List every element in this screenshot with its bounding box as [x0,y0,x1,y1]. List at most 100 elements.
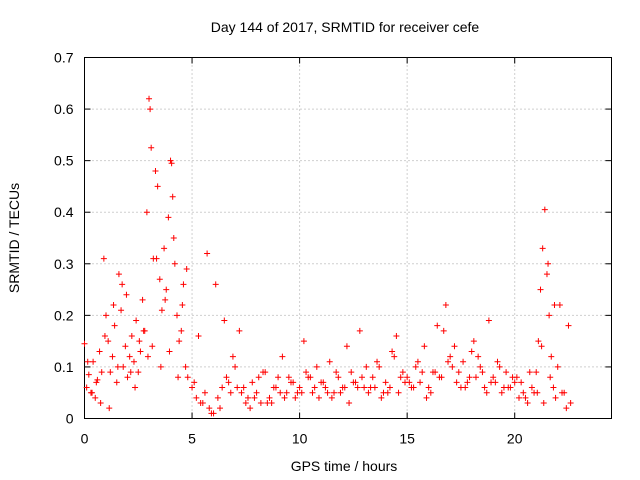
data-point [251,394,258,401]
x-tick-label: 0 [81,431,89,447]
data-point [133,317,140,324]
data-point [84,358,91,365]
data-point [162,296,169,303]
data-point [341,384,348,391]
grid-lines [84,57,612,419]
data-point [111,322,118,329]
data-point [127,369,134,376]
data-point [85,371,92,378]
data-point [511,379,518,386]
data-point [193,394,200,401]
data-point [135,369,142,376]
data-point [206,405,213,412]
data-point [331,389,338,396]
data-point [219,384,226,391]
data-point [561,389,568,396]
data-point [550,384,557,391]
y-tick-label: 0.4 [54,204,74,220]
data-point [139,296,146,303]
data-point [528,384,535,391]
data-point [328,394,335,401]
data-point [217,405,224,412]
data-point [488,379,495,386]
data-point [490,374,497,381]
data-point [464,379,471,386]
data-point [292,394,299,401]
data-point [320,379,327,386]
data-point [201,389,208,396]
data-point [333,369,340,376]
data-point [90,358,97,365]
y-tick-label: 0.6 [54,101,74,117]
data-point [358,374,365,381]
data-point [551,302,558,309]
y-tick-label: 0.1 [54,359,74,375]
data-point [158,307,165,314]
data-point [103,312,110,319]
data-point [417,379,424,386]
data-point [404,374,411,381]
data-point [468,348,475,355]
data-point [376,363,383,370]
data-point [122,343,129,350]
data-point [81,340,88,347]
data-point [494,358,501,365]
data-point [98,369,105,376]
data-point [242,400,249,407]
data-point [538,343,545,350]
data-point [369,374,376,381]
data-point [548,353,555,360]
data-point [477,363,484,370]
data-point [128,332,135,339]
data-point [516,394,523,401]
data-point [214,394,221,401]
data-point [110,302,117,309]
data-point [290,379,297,386]
data-point [479,369,486,376]
data-point [399,369,406,376]
data-point [565,322,572,329]
data-point [223,374,230,381]
data-point [410,384,417,391]
data-point [124,374,131,381]
data-point [166,348,173,355]
data-point [365,389,372,396]
data-point [221,317,228,324]
data-point [168,160,175,167]
data-point [402,379,409,386]
data-point [234,384,241,391]
data-point [101,332,108,339]
data-point [89,389,96,396]
data-point [324,389,331,396]
data-point [165,214,172,221]
data-point [137,348,144,355]
data-point [309,389,316,396]
data-point [225,379,232,386]
data-point [397,374,404,381]
data-point [195,332,202,339]
data-point [107,369,114,376]
data-point [175,374,182,381]
data-point [343,343,350,350]
data-point [148,144,155,151]
data-point [315,394,322,401]
data-point [547,374,554,381]
data-point [240,384,247,391]
data-point [374,358,381,365]
data-point [176,338,183,345]
data-point [114,363,121,370]
data-point [120,363,127,370]
data-point [546,312,553,319]
data-point [113,379,120,386]
data-point [447,353,454,360]
data-point [157,363,164,370]
data-point [361,384,368,391]
data-point [386,384,393,391]
data-point [257,400,264,407]
data-point [247,405,254,412]
data-point [126,353,133,360]
data-point [423,394,430,401]
data-point [161,245,168,252]
data-point [414,358,421,365]
data-point [470,338,477,345]
